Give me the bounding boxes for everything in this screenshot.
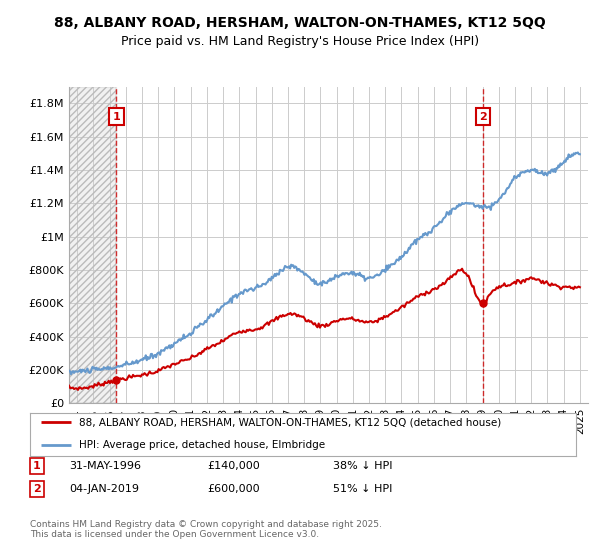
- Text: Contains HM Land Registry data © Crown copyright and database right 2025.
This d: Contains HM Land Registry data © Crown c…: [30, 520, 382, 539]
- Text: 2: 2: [33, 484, 41, 494]
- Text: 51% ↓ HPI: 51% ↓ HPI: [333, 484, 392, 494]
- Text: Price paid vs. HM Land Registry's House Price Index (HPI): Price paid vs. HM Land Registry's House …: [121, 35, 479, 48]
- Text: 31-MAY-1996: 31-MAY-1996: [69, 461, 141, 471]
- Text: 2: 2: [479, 112, 487, 122]
- Text: £600,000: £600,000: [207, 484, 260, 494]
- Text: 38% ↓ HPI: 38% ↓ HPI: [333, 461, 392, 471]
- Text: 04-JAN-2019: 04-JAN-2019: [69, 484, 139, 494]
- Text: 88, ALBANY ROAD, HERSHAM, WALTON-ON-THAMES, KT12 5QQ: 88, ALBANY ROAD, HERSHAM, WALTON-ON-THAM…: [54, 16, 546, 30]
- Text: 1: 1: [33, 461, 41, 471]
- Text: 1: 1: [112, 112, 120, 122]
- Bar: [69, 87, 116, 403]
- Bar: [69, 87, 116, 403]
- Text: HPI: Average price, detached house, Elmbridge: HPI: Average price, detached house, Elmb…: [79, 441, 325, 450]
- Text: 88, ALBANY ROAD, HERSHAM, WALTON-ON-THAMES, KT12 5QQ (detached house): 88, ALBANY ROAD, HERSHAM, WALTON-ON-THAM…: [79, 417, 502, 427]
- Text: £140,000: £140,000: [207, 461, 260, 471]
